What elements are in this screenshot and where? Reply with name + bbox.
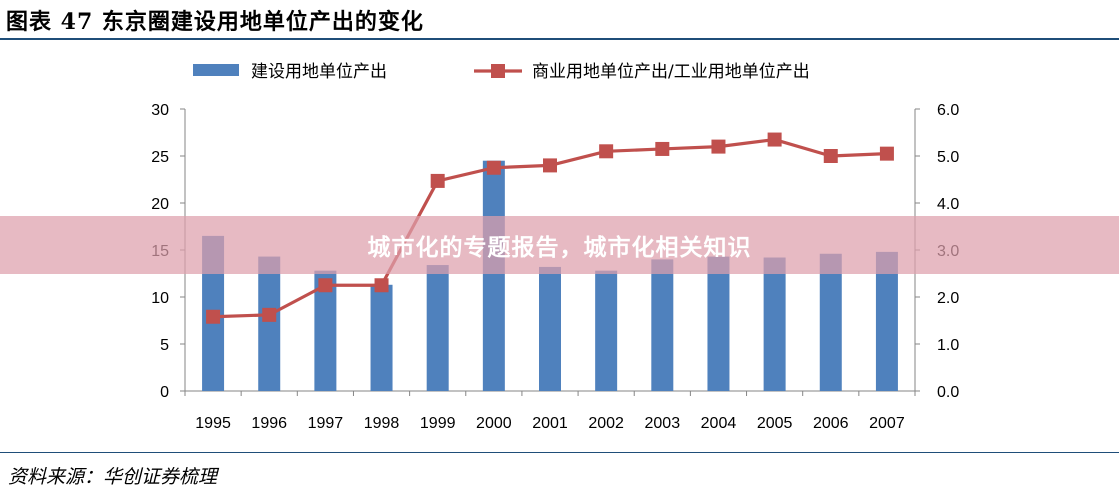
line-marker: [206, 309, 221, 324]
right-tick-label: 4.0: [937, 196, 959, 213]
right-tick-label: 2.0: [937, 290, 959, 307]
right-tick-label: 6.0: [937, 102, 959, 119]
left-tick-label: 10: [151, 290, 169, 307]
line-marker: [430, 173, 445, 188]
legend-label-bar: 建设用地单位产出: [251, 62, 387, 82]
right-tick-label: 0.0: [937, 384, 959, 401]
line-marker: [823, 149, 838, 163]
bottom-divider: [0, 452, 1119, 453]
bar-series: [202, 160, 898, 391]
left-tick-label: 20: [151, 196, 169, 213]
legend-marker-line: [491, 64, 505, 78]
x-tick-label: 2002: [588, 415, 624, 432]
bar: [370, 284, 393, 391]
overlay-banner: 城市化的专题报告，城市化相关知识: [0, 216, 1119, 274]
legend-label-line: 商业用地单位产出/工业用地单位产出: [532, 62, 810, 82]
line-series: [206, 132, 894, 324]
line-marker: [599, 144, 614, 159]
figure-title: 图表 47 东京圈建设用地单位产出的变化: [6, 9, 424, 35]
line-marker: [318, 278, 333, 293]
x-tick-label: 1995: [195, 415, 231, 432]
right-tick-label: 1.0: [937, 337, 959, 354]
bar: [875, 251, 898, 391]
bar: [651, 259, 674, 391]
line-marker: [486, 160, 501, 175]
bar: [763, 257, 786, 391]
line-marker: [374, 278, 389, 293]
x-tick-label: 1999: [420, 415, 456, 432]
legend-swatch-bar: [193, 64, 239, 76]
x-tick-label: 2006: [813, 415, 849, 432]
source-note: 资料来源：华创证券梳理: [8, 466, 218, 488]
left-tick-label: 25: [151, 149, 169, 166]
bar: [539, 266, 561, 391]
line-marker: [879, 146, 894, 161]
legend: 建设用地单位产出 商业用地单位产出/工业用地单位产出: [193, 62, 810, 82]
x-tick-label: 2000: [476, 415, 512, 432]
line-marker: [767, 132, 782, 147]
bar: [707, 256, 730, 391]
x-tick-label: 2003: [645, 415, 681, 432]
bar: [426, 265, 449, 391]
line-marker: [711, 139, 726, 154]
x-tick-label: 2005: [757, 415, 793, 432]
line-marker: [262, 307, 277, 322]
x-tick-label: 1997: [308, 415, 344, 432]
x-tick-label: 1998: [364, 415, 400, 432]
x-tick-label: 1996: [251, 415, 287, 432]
x-tick-label: 2007: [869, 415, 905, 432]
left-tick-label: 5: [160, 337, 169, 354]
bar: [258, 256, 281, 391]
x-tick-label: 2004: [701, 415, 737, 432]
bar: [314, 270, 337, 391]
right-tick-label: 5.0: [937, 149, 959, 166]
bar: [482, 160, 505, 391]
bar: [595, 270, 618, 391]
line-marker: [543, 158, 557, 173]
banner-text: 城市化的专题报告，城市化相关知识: [367, 235, 752, 261]
bar: [819, 253, 842, 391]
line-marker: [655, 141, 670, 156]
top-divider: [0, 38, 1119, 40]
left-tick-label: 30: [151, 102, 169, 119]
left-tick-label: 0: [160, 384, 169, 401]
x-tick-label: 2001: [532, 415, 568, 432]
